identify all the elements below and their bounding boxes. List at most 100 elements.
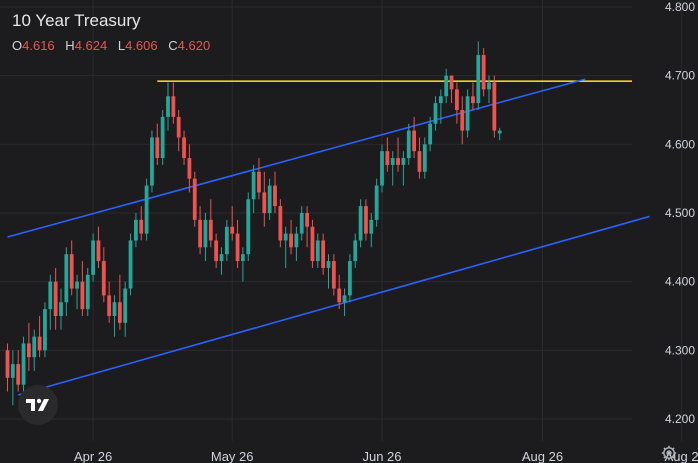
candle-body — [112, 302, 117, 316]
candle-body — [32, 336, 37, 358]
candle-body — [294, 233, 299, 248]
candle-body — [166, 96, 170, 117]
candle-body — [396, 158, 400, 165]
close-label: C — [168, 38, 178, 53]
candle-body — [412, 130, 416, 152]
candle-body — [428, 123, 433, 145]
candle-body — [369, 219, 374, 234]
candle-body — [455, 89, 459, 110]
candle-body — [422, 144, 427, 172]
candle-body — [433, 103, 438, 124]
candle-body — [449, 75, 454, 90]
candle-body — [219, 254, 224, 262]
candle-body — [460, 110, 465, 131]
candle-body — [492, 82, 497, 131]
candle-body — [235, 233, 240, 262]
candle-body — [69, 254, 74, 289]
candle-body — [230, 226, 235, 234]
candle-body — [91, 240, 95, 275]
chart-overlays — [7, 78, 650, 396]
candle-body — [182, 137, 186, 159]
candle-body — [224, 226, 229, 255]
candle-body — [37, 336, 42, 351]
candle-body — [289, 233, 293, 248]
candle-body — [326, 261, 331, 268]
candle-body — [123, 288, 128, 323]
high-value: 4.624 — [74, 38, 108, 53]
candle-body — [64, 254, 69, 303]
time-axis: Apr 26 May 26 Jun 26 Aug 26 Aug 2 — [74, 449, 698, 463]
candle-body — [144, 185, 149, 234]
candle-body — [417, 151, 422, 172]
low-value: 4.606 — [125, 38, 158, 53]
candle-body — [139, 219, 144, 234]
candle-body — [134, 219, 138, 241]
candle-body — [444, 75, 449, 97]
candle-body — [5, 350, 10, 378]
candle-body — [176, 116, 181, 138]
x-tick-label: Jun 26 — [362, 449, 401, 463]
candle-body — [331, 261, 336, 289]
candle-body — [315, 240, 320, 262]
candle-body — [117, 302, 122, 323]
candle-body — [380, 151, 384, 186]
price-axis: 4.800 4.700 4.600 4.500 4.400 4.300 4.200 — [665, 0, 695, 426]
candle-body — [251, 171, 256, 200]
lower-channel-line — [17, 215, 650, 396]
candle-body — [43, 309, 47, 351]
candle-body — [192, 178, 197, 220]
open-value: 4.616 — [22, 38, 55, 53]
high-label: H — [65, 38, 75, 53]
candle-body — [96, 240, 101, 262]
candle-body — [283, 233, 288, 241]
candle-body — [273, 185, 277, 207]
candle-body — [21, 343, 26, 385]
candle-body — [401, 158, 406, 165]
candle-body — [374, 185, 379, 220]
candle-body — [16, 364, 21, 385]
candle-body — [155, 137, 160, 159]
candle-body — [214, 240, 219, 262]
candle-body — [171, 96, 176, 117]
candle-body — [342, 295, 347, 303]
close-value: 4.620 — [177, 38, 211, 53]
tradingview-logo-icon[interactable] — [18, 385, 58, 425]
candle-body — [497, 130, 502, 134]
candle-body — [278, 206, 283, 241]
candle-body — [257, 171, 261, 193]
candle-body — [262, 192, 267, 213]
candle-body — [150, 137, 154, 186]
x-tick-label: Aug 2 — [665, 449, 698, 463]
x-tick-label: Aug 26 — [522, 449, 563, 463]
candle-body — [438, 96, 443, 104]
y-tick-label: 4.700 — [665, 69, 695, 83]
candle-body — [406, 130, 411, 159]
candle-body — [321, 240, 326, 268]
y-tick-label: 4.500 — [665, 206, 695, 220]
x-tick-label: Apr 26 — [74, 449, 112, 463]
candle-body — [364, 206, 368, 234]
candle-body — [481, 55, 486, 90]
candle-body — [101, 261, 106, 296]
chart-grid — [0, 0, 683, 441]
candle-body — [337, 288, 342, 303]
candle-body — [198, 219, 202, 248]
upper-channel-line — [7, 78, 586, 238]
candle-body — [187, 158, 192, 179]
y-tick-label: 4.300 — [665, 343, 695, 357]
candle-body — [75, 281, 79, 289]
candle-body — [465, 96, 470, 131]
candle-body — [267, 185, 272, 213]
candle-body — [310, 226, 315, 262]
open-label: O — [12, 38, 23, 53]
x-tick-label: May 26 — [211, 449, 254, 463]
gear-icon[interactable] — [661, 445, 677, 461]
candle-body — [208, 219, 213, 241]
candle-body — [390, 158, 395, 165]
chart-title: 10 Year Treasury — [12, 11, 141, 30]
candle-body — [246, 199, 251, 255]
y-tick-label: 4.200 — [665, 412, 695, 426]
candle-body — [48, 281, 53, 310]
candle-body — [241, 254, 245, 262]
